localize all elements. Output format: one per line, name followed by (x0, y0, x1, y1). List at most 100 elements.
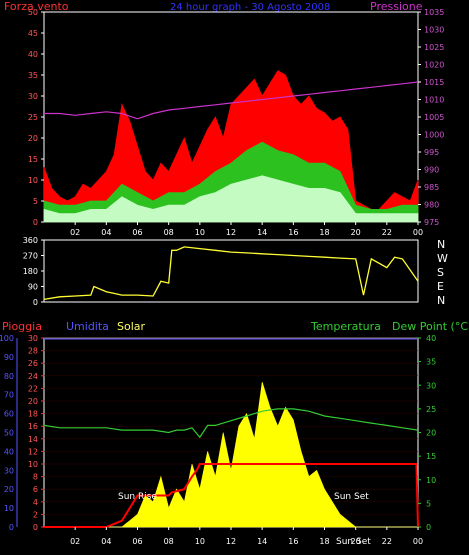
wind-tick-label: 40 (28, 50, 38, 59)
humidity-tick-label: 40 (4, 447, 14, 456)
pressure-tick-label: 1020 (424, 61, 444, 70)
pressure-tick-label: 985 (424, 183, 439, 192)
temperature-line (43, 408, 419, 439)
solar-label: Solar (117, 320, 146, 333)
time-tick-label-bottom: 02 (70, 537, 80, 546)
wind-tick-label: 45 (28, 29, 38, 38)
temp-tick-label: 15 (426, 452, 436, 461)
compass-label: N (437, 238, 445, 251)
rain-tick-label: 0 (33, 523, 38, 532)
time-tick-label: 08 (164, 228, 174, 237)
direction-tick-label: 0 (33, 298, 38, 307)
wind-tick-label: 50 (28, 8, 38, 17)
temp-tick-label: 25 (426, 405, 436, 414)
time-tick-label-bottom: 00 (413, 537, 423, 546)
wind-strength-label: Forza vento (4, 0, 69, 13)
wind-tick-label: 20 (28, 134, 38, 143)
humidity-tick-label: 70 (4, 391, 14, 400)
pressure-tick-label: 1015 (424, 78, 444, 87)
temp-tick-label: 0 (426, 523, 431, 532)
time-tick-label-bottom: 22 (382, 537, 392, 546)
sunset-annotation: Sun Set (334, 492, 369, 502)
wind-tick-label: 30 (28, 92, 38, 101)
rain-tick-label: 8 (33, 473, 38, 482)
rain-tick-label: 18 (28, 410, 38, 419)
pressure-tick-label: 980 (424, 201, 439, 210)
rain-label: Pioggia (2, 320, 42, 333)
wind-tick-label: 35 (28, 71, 38, 80)
temperature-label: Temperatura (310, 320, 381, 333)
time-tick-label: 02 (70, 228, 80, 237)
wind-direction-line (43, 246, 419, 301)
wind-tick-label: 5 (33, 197, 38, 206)
rain-tick-label: 30 (28, 334, 38, 343)
chart-title: 24 hour graph - 30 Agosto 2008 (170, 2, 330, 13)
rain-tick-label: 22 (28, 384, 38, 393)
rain-tick-label: 6 (33, 485, 38, 494)
sunset-annotation-2: Sun Set (336, 537, 371, 547)
dewpoint-label: Dew Point (°C) (392, 320, 469, 333)
temp-tick-label: 40 (426, 334, 436, 343)
direction-tick-label: 270 (23, 252, 38, 261)
time-tick-label-bottom: 08 (164, 537, 174, 546)
time-tick-label: 12 (226, 228, 236, 237)
temp-tick-label: 30 (426, 381, 436, 390)
time-tick-label-bottom: 04 (101, 537, 111, 546)
time-tick-label-bottom: 12 (226, 537, 236, 546)
humidity-tick-label: 20 (4, 485, 14, 494)
temp-tick-label: 5 (426, 499, 431, 508)
wind-tick-label: 10 (28, 176, 38, 185)
wind-tick-label: 25 (28, 113, 38, 122)
rain-tick-label: 4 (33, 498, 38, 507)
humidity-label: Umidita (66, 320, 109, 333)
rain-tick-label: 10 (28, 460, 38, 469)
pressure-tick-label: 975 (424, 218, 439, 227)
compass-label: E (437, 280, 444, 293)
pressure-tick-label: 990 (424, 166, 439, 175)
time-tick-label: 16 (288, 228, 298, 237)
humidity-tick-label: 80 (4, 372, 14, 381)
pressure-tick-label: 1025 (424, 43, 444, 52)
time-tick-label-bottom: 18 (319, 537, 329, 546)
time-tick-label: 10 (195, 228, 205, 237)
humidity-tick-label: 60 (4, 410, 14, 419)
time-tick-label: 00 (413, 228, 423, 237)
direction-tick-label: 90 (28, 283, 38, 292)
humidity-tick-label: 100 (0, 334, 14, 343)
direction-tick-label: 180 (23, 267, 38, 276)
time-tick-label: 22 (382, 228, 392, 237)
temp-tick-label: 10 (426, 476, 436, 485)
time-tick-label: 14 (257, 228, 267, 237)
rain-tick-label: 2 (33, 510, 38, 519)
rain-tick-label: 28 (28, 347, 38, 356)
pressure-tick-label: 1005 (424, 113, 444, 122)
solar-area (44, 382, 418, 528)
rain-tick-label: 26 (28, 359, 38, 368)
rain-tick-label: 24 (28, 372, 38, 381)
time-tick-label: 04 (101, 228, 111, 237)
sunrise-annotation: Sun Rise (118, 492, 157, 502)
compass-label: S (437, 266, 444, 279)
pressure-tick-label: 1000 (424, 131, 444, 140)
humidity-tick-label: 10 (4, 504, 14, 513)
rain-tick-label: 14 (28, 435, 38, 444)
time-tick-label: 06 (132, 228, 142, 237)
compass-label: N (437, 294, 445, 307)
humidity-tick-label: 50 (4, 429, 14, 438)
wind-series-2 (43, 175, 419, 223)
rain-tick-label: 20 (28, 397, 38, 406)
time-tick-label-bottom: 16 (288, 537, 298, 546)
rain-line (44, 463, 419, 528)
humidity-tick-label: 0 (9, 523, 14, 532)
rain-tick-label: 12 (28, 447, 38, 456)
wind-tick-label: 15 (28, 155, 38, 164)
time-tick-label-bottom: 10 (195, 537, 205, 546)
time-tick-label: 18 (319, 228, 329, 237)
time-tick-label-bottom: 20 (351, 537, 361, 546)
wind-tick-label: 0 (33, 218, 38, 227)
pressure-tick-label: 1035 (424, 8, 444, 17)
temp-tick-label: 35 (426, 358, 436, 367)
time-tick-label: 20 (351, 228, 361, 237)
pressure-tick-label: 1010 (424, 96, 444, 105)
